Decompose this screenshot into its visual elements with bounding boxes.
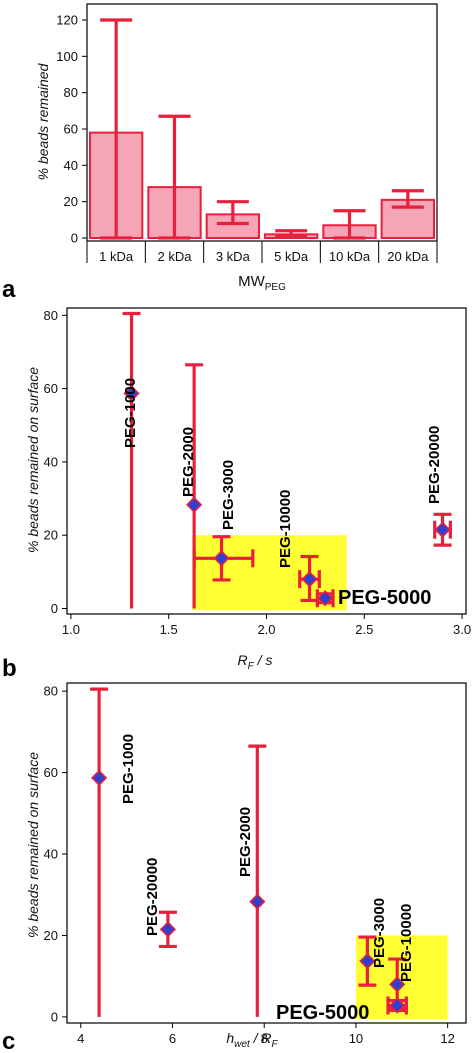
x-tick-label: 12 bbox=[440, 1031, 454, 1046]
data-point-peg-1000 bbox=[90, 769, 108, 787]
y-tick-label: 0 bbox=[51, 601, 58, 616]
point-label-peg-1000: PEG-1000 bbox=[122, 378, 139, 448]
point-label-peg-1000: PEG-1000 bbox=[120, 734, 137, 804]
y-tick-label: 80 bbox=[64, 85, 78, 100]
data-point-peg-3000 bbox=[213, 550, 230, 567]
y-tick-label: 60 bbox=[64, 122, 78, 137]
y-tick-label: 40 bbox=[64, 158, 78, 173]
point-label-peg-2000: PEG-2000 bbox=[237, 807, 254, 877]
x-tick-label: 3.0 bbox=[453, 622, 471, 637]
panel-letter-b: b bbox=[2, 655, 17, 682]
y-tick-label: 60 bbox=[44, 381, 58, 396]
y-tick-label: 80 bbox=[44, 308, 58, 323]
y-axis-label: % beads remained bbox=[35, 62, 51, 180]
panel-b-scatter-chart: 1.0 1.5 2.0 2.5 3.0 0 20 40 60 80 PEG-1000 PEG-2000… bbox=[25, 307, 471, 672]
point-label-peg-3000: PEG-3000 bbox=[220, 460, 237, 530]
y-tick-label: 120 bbox=[56, 13, 78, 28]
y-tick-label: 0 bbox=[51, 1009, 58, 1024]
y-tick-label: 20 bbox=[44, 928, 58, 943]
point-label-peg-20000: PEG-20000 bbox=[426, 426, 443, 504]
point-label-peg-10000: PEG-10000 bbox=[398, 904, 415, 982]
x-category-label: 5 kDa bbox=[274, 249, 309, 264]
y-axis-label: % beads remained on surface bbox=[25, 367, 41, 553]
data-point-peg-2000 bbox=[186, 496, 203, 513]
x-category-label: 10 kDa bbox=[329, 249, 371, 264]
panel-letter-c: c bbox=[2, 1028, 15, 1053]
data-point-peg-20000 bbox=[434, 521, 451, 538]
point-label-peg-20000: PEG-20000 bbox=[144, 858, 161, 936]
panel-letter-a: a bbox=[2, 276, 16, 303]
data-point-peg-20000 bbox=[159, 921, 177, 938]
y-tick-label: 20 bbox=[64, 194, 78, 209]
y-tick-label: 20 bbox=[44, 528, 58, 543]
point-label-peg-10000: PEG-10000 bbox=[277, 490, 294, 568]
data-point-peg-5000 bbox=[389, 997, 406, 1014]
point-label-peg-5000: PEG-5000 bbox=[338, 587, 431, 609]
data-point-peg-3000 bbox=[359, 952, 376, 970]
data-point-peg-2000 bbox=[249, 893, 266, 910]
y-tick-label: 40 bbox=[44, 847, 58, 862]
data-point-peg-5000 bbox=[317, 590, 334, 607]
data-point-peg-10000 bbox=[301, 571, 318, 588]
x-category-label: 3 kDa bbox=[216, 249, 251, 264]
x-tick-label: 10 bbox=[349, 1031, 363, 1046]
plot-frame bbox=[66, 682, 467, 1024]
x-axis-label: MWPEG bbox=[238, 273, 286, 293]
panel-c-scatter-chart: 4 6 8 10 12 0 20 40 60 80 PEG-1000 PEG-20000 PEG-200… bbox=[25, 682, 467, 1050]
x-tick-label: 4 bbox=[77, 1031, 84, 1046]
panel-a-bar-chart: 0 20 40 60 80 100 120 1 kDa 2 kDa 3 kDa 5 kDa 10 kD… bbox=[35, 3, 438, 293]
y-tick-label: 60 bbox=[44, 765, 58, 780]
y-axis-label: % beads remained on surface bbox=[25, 752, 41, 938]
y-tick-label: 100 bbox=[56, 49, 78, 64]
point-label-peg-3000: PEG-3000 bbox=[371, 898, 388, 968]
data-point-peg-10000 bbox=[389, 976, 406, 993]
point-label-peg-5000: PEG-5000 bbox=[276, 1002, 369, 1024]
x-category-label: 20 kDa bbox=[387, 249, 429, 264]
y-tick-label: 80 bbox=[44, 684, 58, 699]
x-tick-label: 2.5 bbox=[355, 622, 373, 637]
x-axis-label: hwet / RF bbox=[226, 1030, 278, 1050]
point-label-peg-2000: PEG-2000 bbox=[180, 427, 197, 497]
x-tick-label: 2.0 bbox=[257, 622, 275, 637]
x-axis-label: RF / s bbox=[238, 652, 273, 672]
x-category-label: 1 kDa bbox=[99, 249, 134, 264]
y-tick-label: 40 bbox=[44, 454, 58, 469]
x-category-label: 2 kDa bbox=[158, 249, 193, 264]
data-point-peg-1000 bbox=[123, 385, 140, 402]
x-tick-label: 1.5 bbox=[160, 622, 178, 637]
x-tick-label: 1.0 bbox=[62, 622, 80, 637]
y-tick-label: 0 bbox=[71, 231, 78, 246]
x-tick-label: 8 bbox=[261, 1031, 268, 1046]
x-tick-label: 6 bbox=[169, 1031, 176, 1046]
